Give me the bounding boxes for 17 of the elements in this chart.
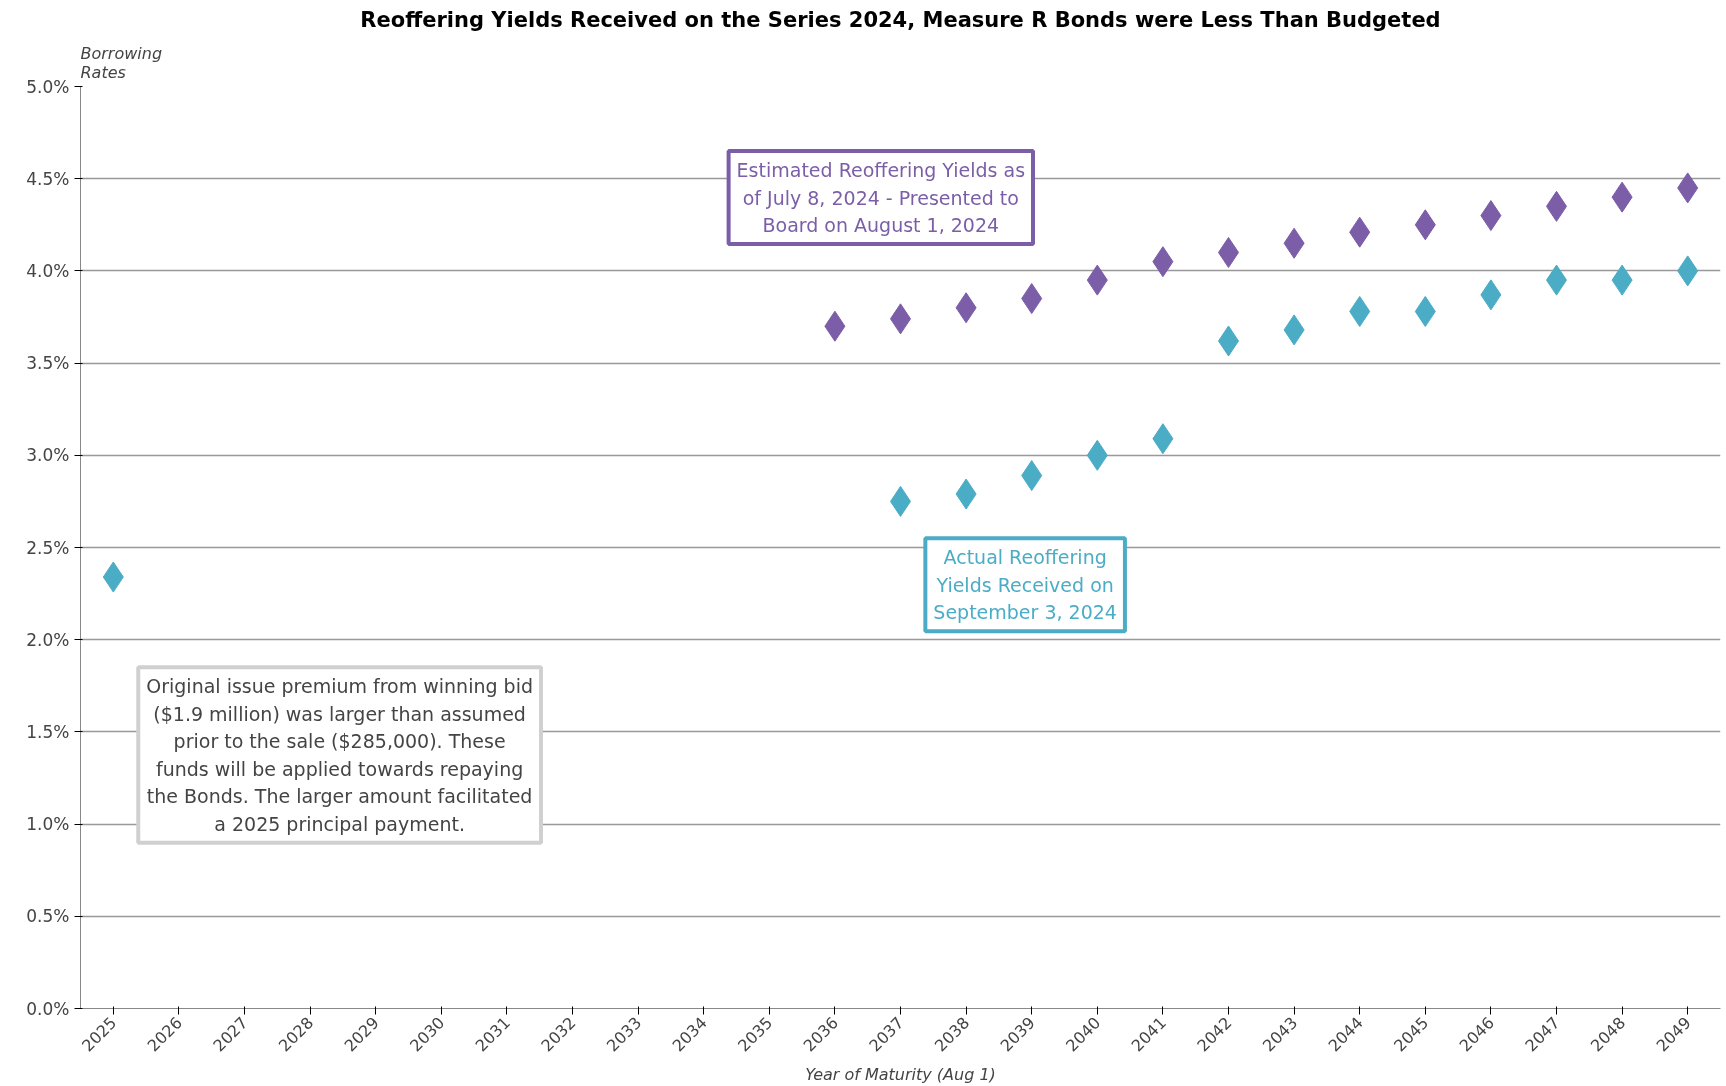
y-tick-label: 2.0% xyxy=(26,629,70,650)
y-tick-label: 0.0% xyxy=(26,998,70,1019)
chart-title: Reoffering Yields Received on the Series 2024, Measure R Bonds were Less Than Budgeted xyxy=(360,7,1441,32)
y-tick-label: 2.5% xyxy=(26,537,70,558)
text: Actual Reoffering Yields Received on September 3, 2024 xyxy=(933,546,1117,624)
y-tick-label: 5.0% xyxy=(26,76,70,97)
y-tick-label: 4.0% xyxy=(26,260,70,281)
y-axis-title: Borrowing Rates xyxy=(80,43,163,82)
y-tick-label: 4.5% xyxy=(26,168,70,189)
y-tick-label: 0.5% xyxy=(26,906,70,927)
y-tick-label: 3.5% xyxy=(26,353,70,374)
annotation: Original issue premium from winning bid ($1.9 million) was larger than assumed prior to the sale ($285,000). These funds will be applied towards repaying the Bonds. The larger amount facilitated a 2025 principal payment. xyxy=(146,675,533,835)
y-tick-label: 1.5% xyxy=(26,721,70,742)
y-tick-label: 3.0% xyxy=(26,445,70,466)
x-axis-title: Year of Maturity (Aug 1) xyxy=(805,1064,996,1084)
y-tick-label: 1.0% xyxy=(26,814,70,835)
text: Estimated Reoffering Yields as of July 8, 2024 - Presented to Board on August 1, 2024 xyxy=(736,159,1026,237)
